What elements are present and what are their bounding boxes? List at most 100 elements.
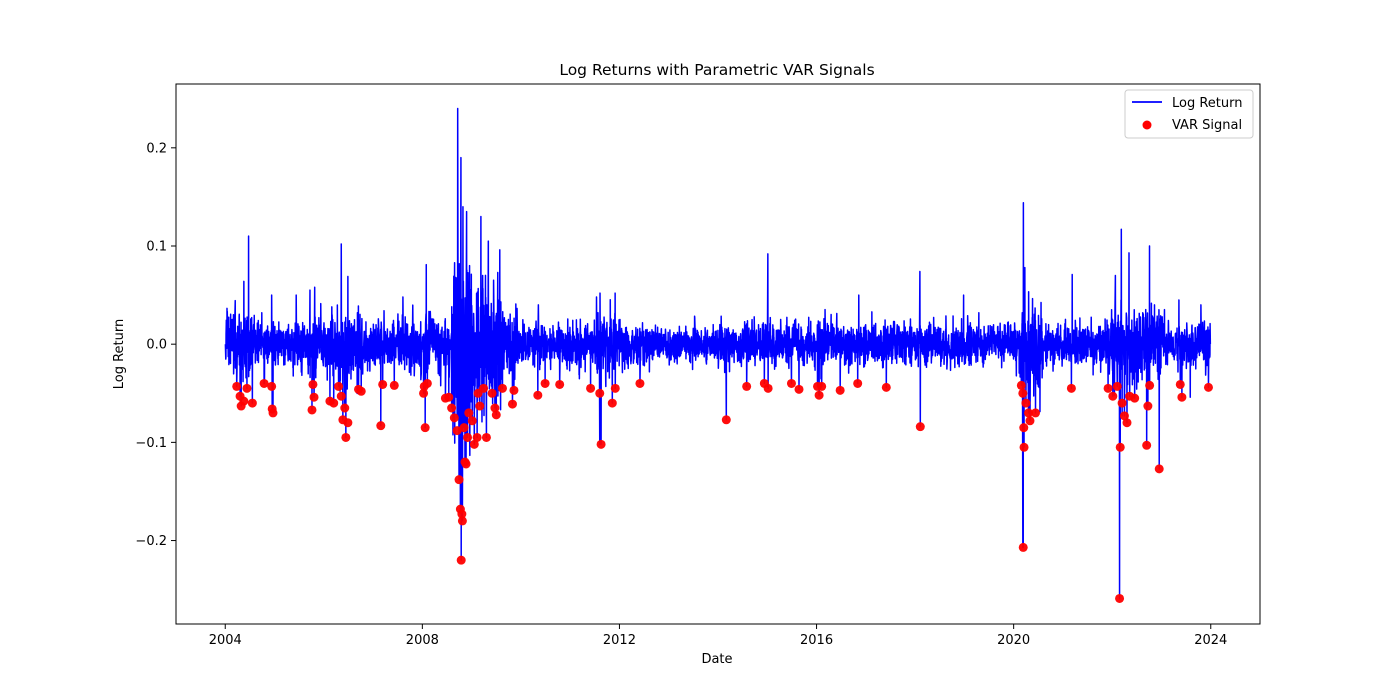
var-signal-point	[509, 385, 519, 395]
var-signal-point	[763, 383, 773, 393]
var-signal-point	[1115, 593, 1125, 603]
var-signal-point	[309, 392, 319, 402]
var-signal-point	[1175, 379, 1185, 389]
var-signal-point	[742, 381, 752, 391]
var-signal-point	[340, 403, 350, 413]
var-signal-point	[507, 399, 517, 409]
var-signal-point	[444, 392, 454, 402]
x-tick-label: 2024	[1194, 633, 1227, 648]
var-signal-point	[336, 391, 346, 401]
var-signal-point	[1019, 442, 1029, 452]
var-signal-point	[475, 401, 485, 411]
var-signal-point	[329, 398, 339, 408]
var-signal-point	[376, 421, 386, 431]
var-signal-point	[1154, 464, 1164, 474]
var-signal-point	[420, 423, 430, 433]
y-tick-label: 0.1	[146, 240, 167, 255]
var-signal-point	[472, 432, 482, 442]
var-signal-point	[1115, 442, 1125, 452]
var-signal-point	[1203, 382, 1213, 392]
y-tick-label: −0.1	[135, 436, 167, 451]
x-tick-label: 2020	[997, 633, 1030, 648]
var-signal-point	[461, 459, 471, 469]
var-signal-point	[915, 422, 925, 432]
var-signal-point	[1142, 440, 1152, 450]
var-signal-point	[1066, 383, 1076, 393]
var-signal-point	[457, 516, 467, 526]
var-signal-point	[1023, 408, 1033, 418]
var-signal-point	[459, 423, 469, 433]
x-tick-label: 2012	[603, 633, 636, 648]
var-signal-point	[595, 388, 605, 398]
var-signal-point	[308, 379, 318, 389]
var-signal-point	[479, 383, 489, 393]
var-signal-point	[487, 388, 497, 398]
var-signal-point	[555, 379, 565, 389]
var-signal-point	[1108, 391, 1118, 401]
var-signal-point	[463, 432, 473, 442]
var-signal-point	[232, 381, 242, 391]
var-signal-point	[586, 383, 596, 393]
var-signal-point	[794, 384, 804, 394]
var-signal-point	[1103, 383, 1113, 393]
y-tick-label: −0.2	[135, 534, 167, 549]
var-signal-point	[635, 378, 645, 388]
var-signal-point	[422, 378, 432, 388]
legend: Log Return VAR Signal	[1124, 89, 1254, 139]
var-signal-point	[334, 381, 344, 391]
var-signal-point	[721, 415, 731, 425]
var-signal-point	[454, 475, 464, 485]
var-signal-point	[491, 410, 501, 420]
legend-label-log-return: Log Return	[1172, 96, 1243, 111]
var-signal-point	[1018, 388, 1028, 398]
var-signal-point	[1130, 393, 1140, 403]
legend-marker-swatch	[1142, 120, 1152, 130]
var-signal-point	[596, 439, 606, 449]
var-signal-point	[481, 432, 491, 442]
x-axis-label: Date	[701, 652, 732, 667]
var-signal-point	[610, 383, 620, 393]
var-signal-point	[242, 383, 252, 393]
var-signal-point	[1112, 381, 1122, 391]
var-signal-point	[447, 403, 457, 413]
var-signal-point	[1143, 401, 1153, 411]
log-return-line	[224, 107, 1212, 600]
var-signal-point	[490, 403, 500, 413]
var-signal-point	[449, 413, 459, 423]
plot-frame	[175, 83, 1261, 625]
var-signal-point	[1122, 418, 1132, 428]
var-signal-point	[464, 408, 474, 418]
y-tick-label: 0.0	[146, 338, 167, 353]
legend-label-var-signal: VAR Signal	[1172, 118, 1242, 133]
var-signal-point	[1021, 398, 1031, 408]
var-signal-point	[456, 555, 466, 565]
var-signal-point	[1119, 411, 1129, 421]
var-signal-point	[259, 378, 269, 388]
var-signal-point	[817, 381, 827, 391]
var-signal-point	[307, 405, 317, 415]
x-tick-label: 2008	[406, 633, 439, 648]
var-signal-point	[268, 408, 278, 418]
x-axis: 2004 2008 2012 2016 2020 2024	[209, 624, 1227, 648]
var-signal-point	[607, 398, 617, 408]
var-signal-point	[239, 396, 249, 406]
var-signal-point	[1025, 416, 1035, 426]
y-tick-label: 0.2	[146, 141, 167, 156]
var-signal-point	[457, 509, 467, 519]
var-signal-point	[835, 385, 845, 395]
var-signal-point	[378, 379, 388, 389]
var-signal-point	[533, 390, 543, 400]
var-signal-point	[469, 439, 479, 449]
x-tick-label: 2016	[800, 633, 833, 648]
var-signal-point	[389, 380, 399, 390]
y-axis-label: Log Return	[112, 319, 127, 390]
var-signal-point	[419, 388, 429, 398]
var-signal-point	[497, 383, 507, 393]
var-signal-point	[267, 381, 277, 391]
var-signal-point	[452, 426, 462, 436]
var-signal-point	[1117, 398, 1127, 408]
var-signal-point	[467, 416, 477, 426]
var-signal-point	[540, 378, 550, 388]
y-axis: −0.2 −0.1 0.0 0.1 0.2	[135, 141, 176, 549]
